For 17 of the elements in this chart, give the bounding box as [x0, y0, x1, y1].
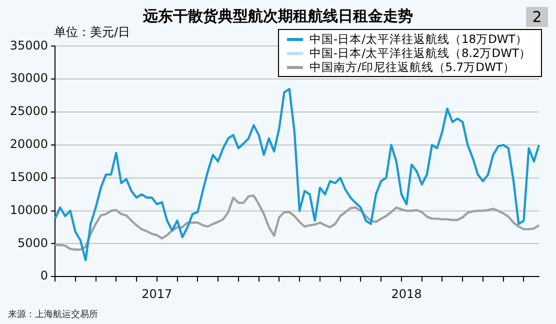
- y-tick-label: 10000: [10, 202, 48, 217]
- legend-label: 中国-日本/太平洋往返航线（18万DWT）: [309, 32, 528, 46]
- legend-label: 中国南方/印尼往返航线（5.7万DWT）: [309, 60, 515, 74]
- x-tick-label: 2017: [142, 286, 172, 301]
- chart-title: 远东干散货典型航次期租航线日租金走势: [143, 7, 413, 25]
- y-tick-label: 35000: [10, 38, 48, 52]
- y-tick-label: 20000: [10, 137, 48, 152]
- y-tick-label: 30000: [10, 71, 48, 86]
- y-tick-label: 5000: [17, 236, 48, 250]
- y-tick-label: 25000: [10, 104, 48, 118]
- y-tick-label: 0: [40, 268, 48, 283]
- text: 2: [526, 7, 548, 27]
- y-axis-title: 单位：美元/日: [54, 24, 130, 41]
- source-note: 来源：上海航运交易所: [8, 308, 98, 321]
- y-tick-label: 15000: [10, 170, 48, 184]
- legend-label: 中国-日本/太平洋往返航线（8.2万DWT）: [309, 46, 531, 60]
- x-tick-label: 2018: [391, 286, 422, 301]
